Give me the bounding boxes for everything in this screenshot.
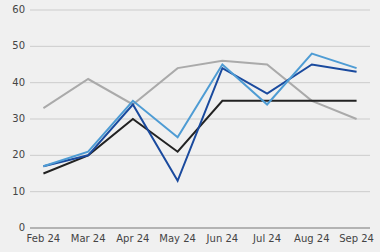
grid-line — [30, 228, 370, 229]
y-tick-label: 0 — [19, 222, 25, 233]
grid-line — [30, 191, 370, 192]
y-tick-label: 10 — [12, 186, 25, 197]
x-tick-label: Feb 24 — [27, 233, 61, 244]
series-line — [43, 101, 356, 174]
x-tick-label: Jun 24 — [206, 233, 239, 244]
y-tick-label: 20 — [12, 149, 25, 160]
y-tick-label: 50 — [12, 40, 25, 51]
x-tick-label: Jul 24 — [252, 233, 281, 244]
x-tick-label: Aug 24 — [294, 233, 329, 244]
grid-line — [30, 46, 370, 47]
background — [0, 0, 380, 252]
plot-lines — [43, 54, 356, 181]
x-tick-label: Apr 24 — [116, 233, 149, 244]
series-line — [43, 65, 356, 181]
series-line — [43, 54, 356, 167]
chart: 0 10 20 30 40 50 60 Feb 24 Mar 24 Apr 24 May 24 Jun… — [0, 0, 380, 252]
grid-line — [30, 10, 370, 11]
x-tick-label: Sep 24 — [339, 233, 374, 244]
x-axis-line — [30, 228, 370, 229]
y-tick-label: 60 — [12, 4, 25, 15]
series-line — [43, 61, 356, 119]
y-tick-label: 40 — [12, 77, 25, 88]
grid-line — [30, 119, 370, 120]
x-tick-label: Mar 24 — [71, 233, 106, 244]
y-tick-label: 30 — [12, 113, 25, 124]
x-tick-label: May 24 — [159, 233, 196, 244]
